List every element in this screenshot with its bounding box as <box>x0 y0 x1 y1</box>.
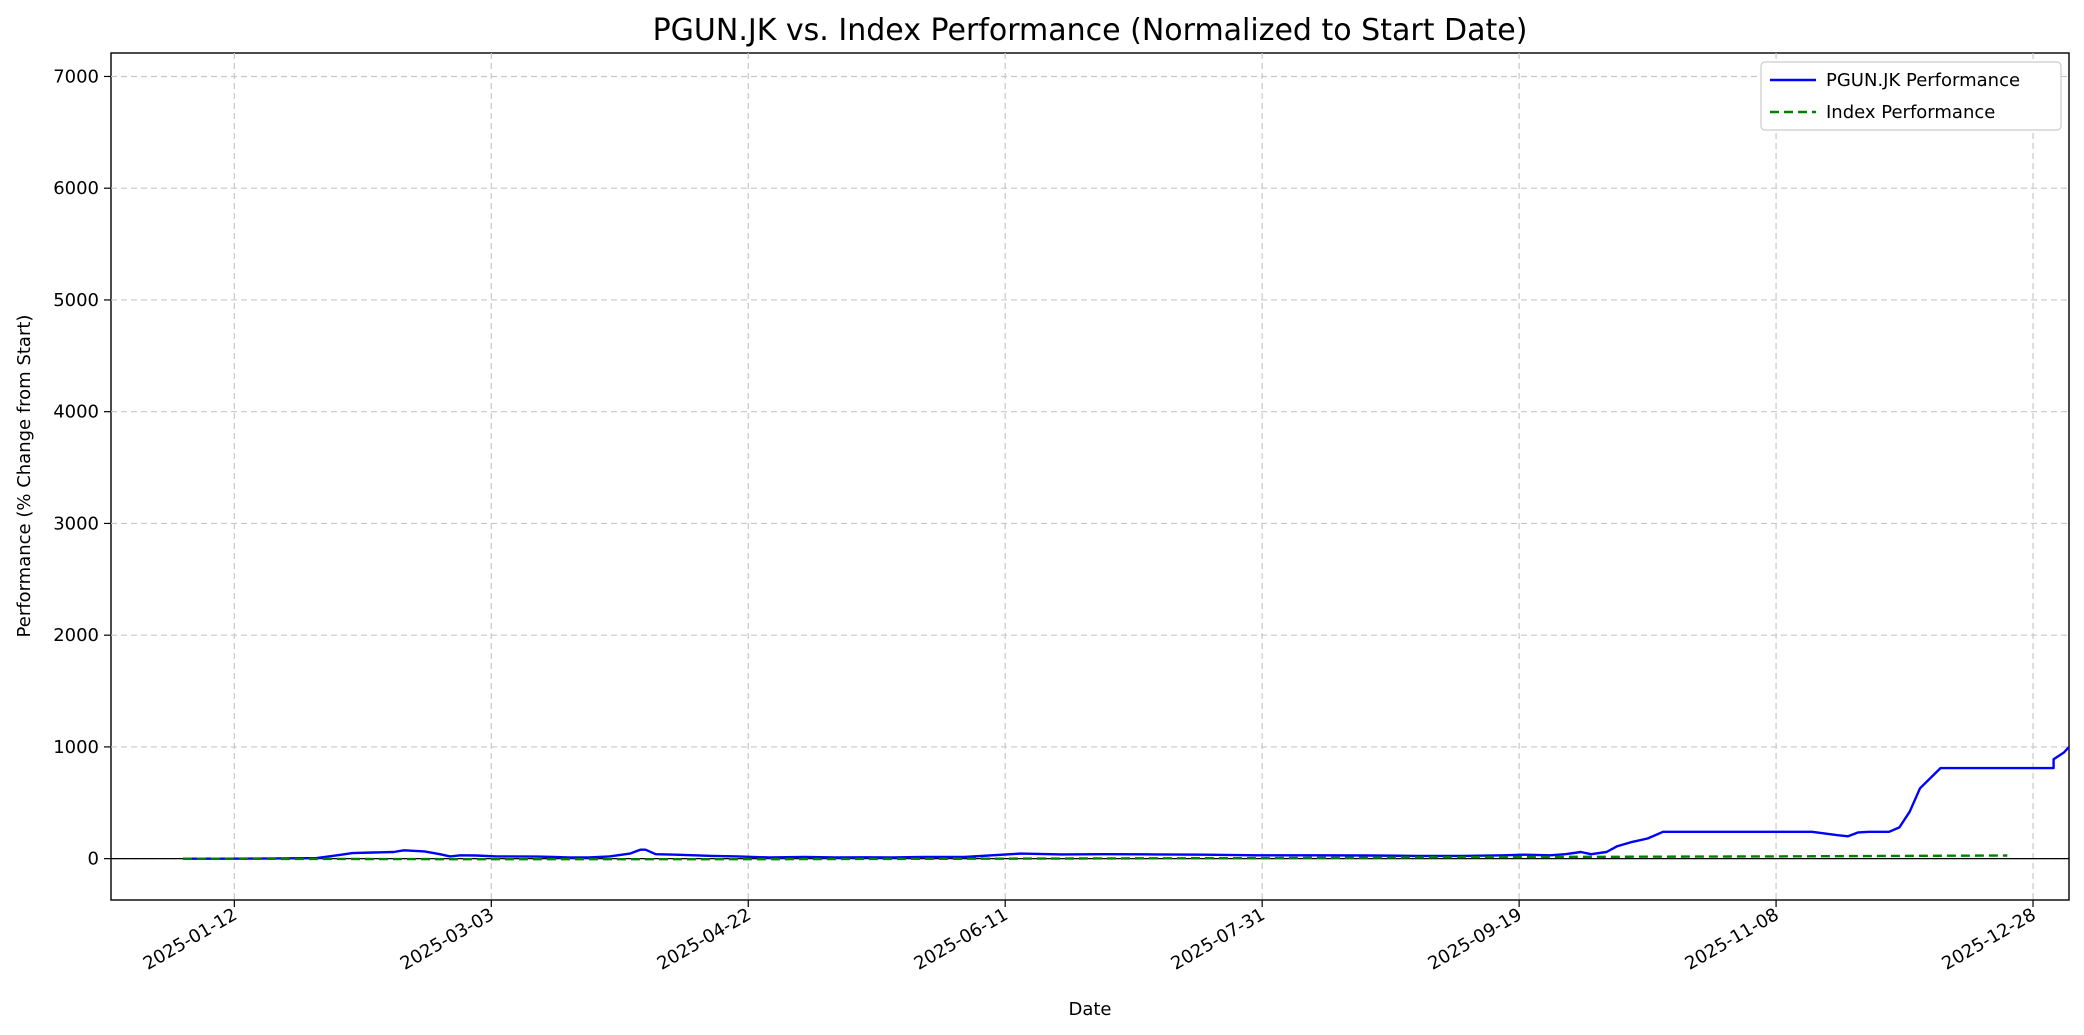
x-tick-label: 2025-09-19 <box>1425 904 1526 974</box>
series-lines <box>182 746 2070 861</box>
x-tick-label: 2025-07-31 <box>1168 904 1269 974</box>
legend-box <box>1760 61 2062 131</box>
x-tick-label: 2025-06-11 <box>911 904 1012 974</box>
series-line-0 <box>182 746 2070 860</box>
grid <box>111 53 2069 900</box>
y-axis-label: Performance (% Change from Start) <box>14 315 35 638</box>
legend: PGUN.JK Performance Index Performance <box>1760 61 2062 131</box>
y-tick-label: 7000 <box>53 66 99 87</box>
x-tick-label: 2025-12-28 <box>1938 904 2039 974</box>
x-axis-ticks: 2025-01-12 2025-03-03 2025-04-22 2025-06-11… <box>140 900 2040 975</box>
y-axis-ticks: 0 1000 2000 3000 4000 5000 6000 7000 <box>53 66 111 870</box>
legend-label-index: Index Performance <box>1826 102 1995 123</box>
legend-label-pgun: PGUN.JK Performance <box>1826 70 2020 91</box>
y-tick-label: 3000 <box>53 513 99 534</box>
y-tick-label: 1000 <box>53 737 99 758</box>
y-tick-label: 5000 <box>53 290 99 311</box>
chart-title: PGUN.JK vs. Index Performance (Normalize… <box>653 13 1528 48</box>
plot-frame <box>110 52 2070 901</box>
x-axis-label: Date <box>1068 999 1111 1020</box>
x-tick-label: 2025-04-22 <box>654 904 755 974</box>
y-tick-label: 4000 <box>53 402 99 423</box>
series-line-1 <box>182 854 2008 861</box>
x-tick-label: 2025-11-08 <box>1681 904 1782 974</box>
y-tick-label: 2000 <box>53 625 99 646</box>
y-tick-label: 6000 <box>53 178 99 199</box>
y-tick-label: 0 <box>88 849 99 870</box>
x-tick-label: 2025-01-12 <box>140 904 241 974</box>
x-tick-label: 2025-03-03 <box>397 904 498 974</box>
